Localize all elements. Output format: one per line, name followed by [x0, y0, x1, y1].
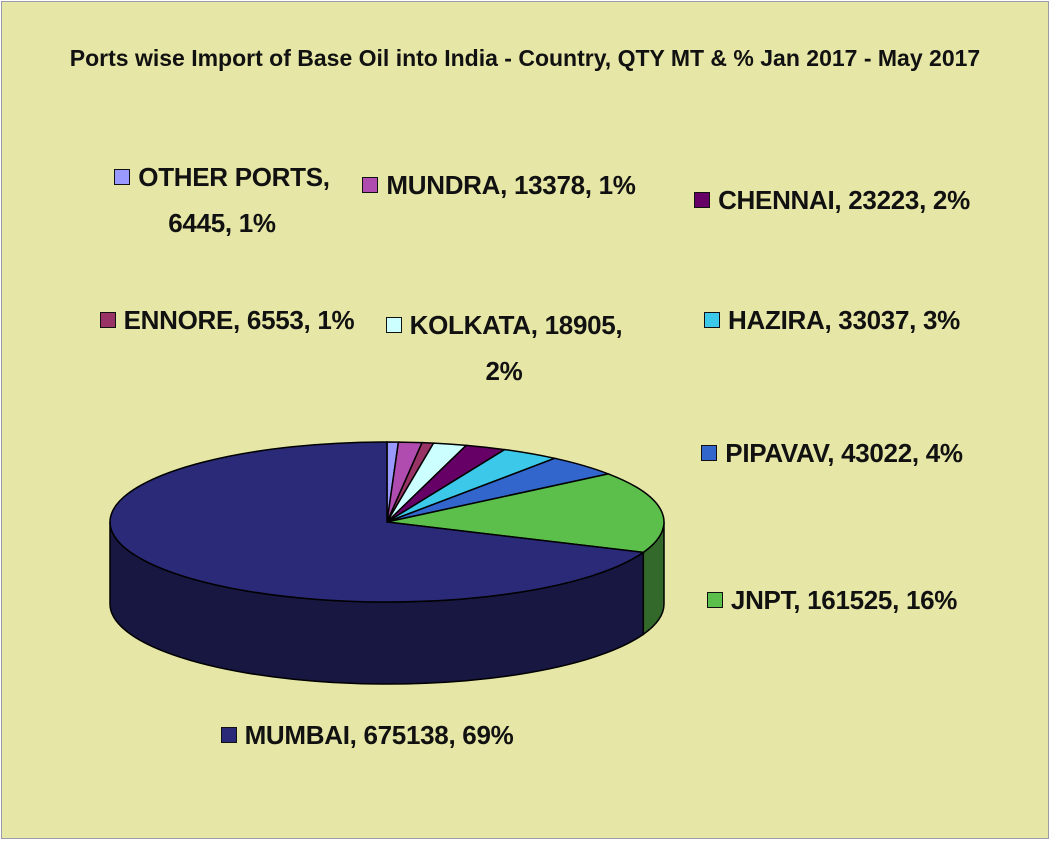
- legend-key: [220, 727, 237, 743]
- data-label: OTHER PORTS, 6445, 1%: [97, 154, 347, 246]
- label-text: JNPT, 161525, 16%: [730, 585, 958, 615]
- label-text: MUMBAI, 675138, 69%: [244, 720, 514, 750]
- legend-key: [362, 177, 379, 193]
- legend-key: [704, 312, 721, 328]
- legend-key: [694, 192, 711, 208]
- label-text: CHENNAI, 23223, 2%: [718, 185, 970, 215]
- data-label: CHENNAI, 23223, 2%: [687, 177, 977, 223]
- pie-slice: [109, 441, 646, 603]
- data-label: MUMBAI, 675138, 69%: [217, 712, 517, 758]
- data-label: ENNORE, 6553, 1%: [97, 297, 357, 343]
- data-label: KOLKATA, 18905, 2%: [364, 302, 644, 394]
- legend-key: [385, 317, 402, 333]
- data-label: HAZIRA, 33037, 3%: [687, 297, 977, 343]
- label-text: ENNORE, 6553, 1%: [123, 305, 355, 335]
- legend-key: [114, 169, 131, 185]
- label-text: PIPAVAV, 43022, 4%: [725, 438, 963, 468]
- label-text: MUNDRA, 13378, 1%: [386, 170, 636, 200]
- data-label: MUNDRA, 13378, 1%: [354, 162, 644, 208]
- pie-slice: [386, 473, 665, 554]
- data-label: JNPT, 161525, 16%: [687, 577, 977, 623]
- label-text: KOLKATA, 18905, 2%: [409, 310, 623, 386]
- legend-key: [99, 312, 116, 328]
- data-label: PIPAVAV, 43022, 4%: [687, 430, 977, 476]
- chart-title: Ports wise Import of Base Oil into India…: [69, 45, 981, 71]
- legend-key: [701, 445, 718, 461]
- legend-key: [706, 592, 723, 608]
- label-text: OTHER PORTS, 6445, 1%: [138, 162, 330, 238]
- label-text: HAZIRA, 33037, 3%: [728, 305, 960, 335]
